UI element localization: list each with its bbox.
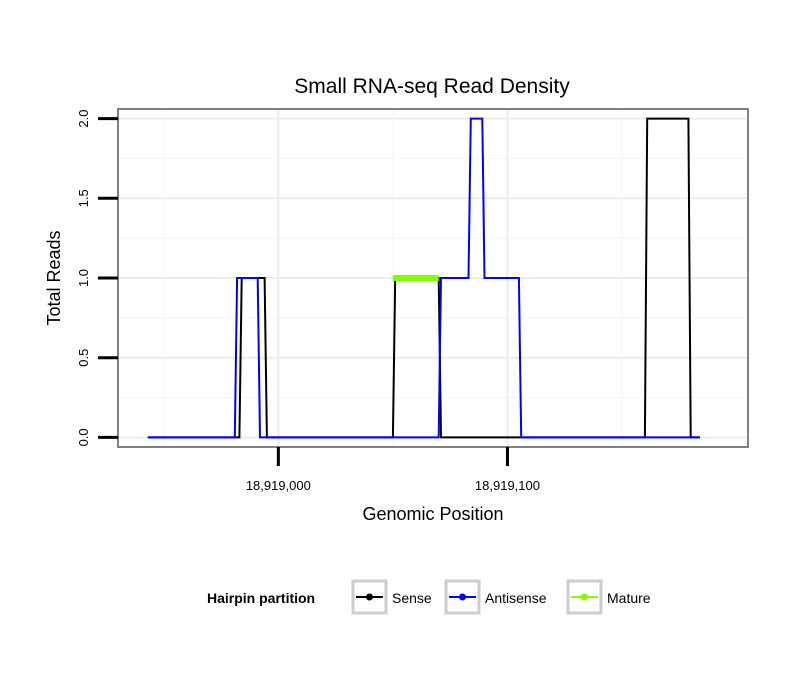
series-line-antisense xyxy=(147,117,700,439)
y-tick-label: 0.0 xyxy=(76,428,91,446)
legend-label: Sense xyxy=(392,590,432,606)
y-tick-label: 2.0 xyxy=(76,110,91,128)
legend: Hairpin partition Sense Antisense Mature xyxy=(207,579,651,615)
x-axis-ticks: 18,919,000 18,919,100 xyxy=(246,447,540,493)
legend-key-dot xyxy=(459,593,466,601)
y-tick-label: 0.5 xyxy=(76,349,91,367)
x-tick-label: 18,919,100 xyxy=(475,478,540,493)
chart-title: Small RNA-seq Read Density xyxy=(294,75,570,98)
legend-label: Antisense xyxy=(485,590,547,606)
legend-title: Hairpin partition xyxy=(207,590,315,606)
y-axis-ticks: 0.0 0.5 1.0 1.5 2.0 xyxy=(76,110,118,446)
x-tick-label: 18,919,000 xyxy=(246,478,311,493)
legend-label: Mature xyxy=(607,590,651,606)
x-axis-label: Genomic Position xyxy=(362,504,503,524)
y-tick-label: 1.5 xyxy=(76,189,91,207)
y-axis-label: Total Reads xyxy=(44,230,64,325)
y-tick-label: 1.0 xyxy=(76,269,91,287)
series-group xyxy=(147,117,700,439)
legend-key-dot xyxy=(581,593,588,601)
legend-key-dot xyxy=(366,593,373,601)
